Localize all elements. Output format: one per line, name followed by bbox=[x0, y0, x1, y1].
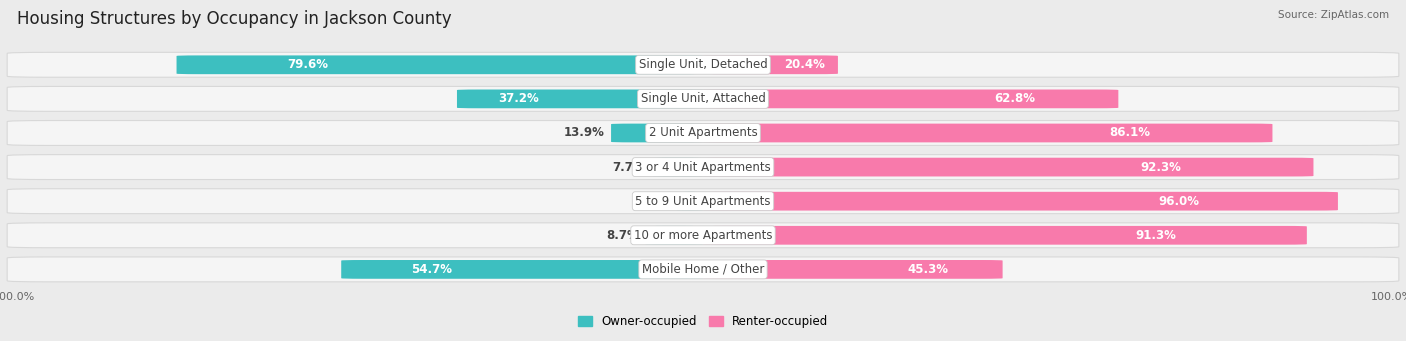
FancyBboxPatch shape bbox=[703, 124, 1272, 143]
Text: Source: ZipAtlas.com: Source: ZipAtlas.com bbox=[1278, 10, 1389, 20]
FancyBboxPatch shape bbox=[676, 192, 703, 210]
FancyBboxPatch shape bbox=[7, 121, 1399, 145]
Text: 13.9%: 13.9% bbox=[564, 127, 605, 139]
Text: 96.0%: 96.0% bbox=[1159, 195, 1199, 208]
FancyBboxPatch shape bbox=[703, 226, 1306, 245]
Text: 79.6%: 79.6% bbox=[288, 58, 329, 71]
Text: 3 or 4 Unit Apartments: 3 or 4 Unit Apartments bbox=[636, 161, 770, 174]
FancyBboxPatch shape bbox=[457, 90, 703, 108]
Legend: Owner-occupied, Renter-occupied: Owner-occupied, Renter-occupied bbox=[572, 311, 834, 333]
Text: 20.4%: 20.4% bbox=[783, 58, 825, 71]
FancyBboxPatch shape bbox=[7, 223, 1399, 248]
Text: Single Unit, Detached: Single Unit, Detached bbox=[638, 58, 768, 71]
Text: Mobile Home / Other: Mobile Home / Other bbox=[641, 263, 765, 276]
FancyBboxPatch shape bbox=[703, 56, 838, 74]
Text: 45.3%: 45.3% bbox=[907, 263, 948, 276]
Text: 62.8%: 62.8% bbox=[994, 92, 1035, 105]
FancyBboxPatch shape bbox=[7, 86, 1399, 112]
Text: 92.3%: 92.3% bbox=[1140, 161, 1181, 174]
FancyBboxPatch shape bbox=[612, 124, 703, 143]
Text: 37.2%: 37.2% bbox=[498, 92, 538, 105]
FancyBboxPatch shape bbox=[7, 257, 1399, 282]
FancyBboxPatch shape bbox=[7, 155, 1399, 179]
Text: Single Unit, Attached: Single Unit, Attached bbox=[641, 92, 765, 105]
FancyBboxPatch shape bbox=[703, 158, 1313, 177]
FancyBboxPatch shape bbox=[652, 158, 703, 177]
Text: 54.7%: 54.7% bbox=[411, 263, 453, 276]
FancyBboxPatch shape bbox=[177, 56, 703, 74]
Text: 5 to 9 Unit Apartments: 5 to 9 Unit Apartments bbox=[636, 195, 770, 208]
Text: 7.7%: 7.7% bbox=[613, 161, 645, 174]
Text: 91.3%: 91.3% bbox=[1136, 229, 1177, 242]
Text: 8.7%: 8.7% bbox=[606, 229, 638, 242]
FancyBboxPatch shape bbox=[703, 192, 1339, 210]
FancyBboxPatch shape bbox=[703, 260, 1002, 279]
FancyBboxPatch shape bbox=[342, 260, 703, 279]
FancyBboxPatch shape bbox=[645, 226, 703, 245]
Text: Housing Structures by Occupancy in Jackson County: Housing Structures by Occupancy in Jacks… bbox=[17, 10, 451, 28]
Text: 86.1%: 86.1% bbox=[1109, 127, 1150, 139]
Text: 10 or more Apartments: 10 or more Apartments bbox=[634, 229, 772, 242]
FancyBboxPatch shape bbox=[7, 52, 1399, 77]
FancyBboxPatch shape bbox=[703, 90, 1118, 108]
FancyBboxPatch shape bbox=[7, 189, 1399, 213]
Text: 2 Unit Apartments: 2 Unit Apartments bbox=[648, 127, 758, 139]
Text: 4.0%: 4.0% bbox=[637, 195, 669, 208]
